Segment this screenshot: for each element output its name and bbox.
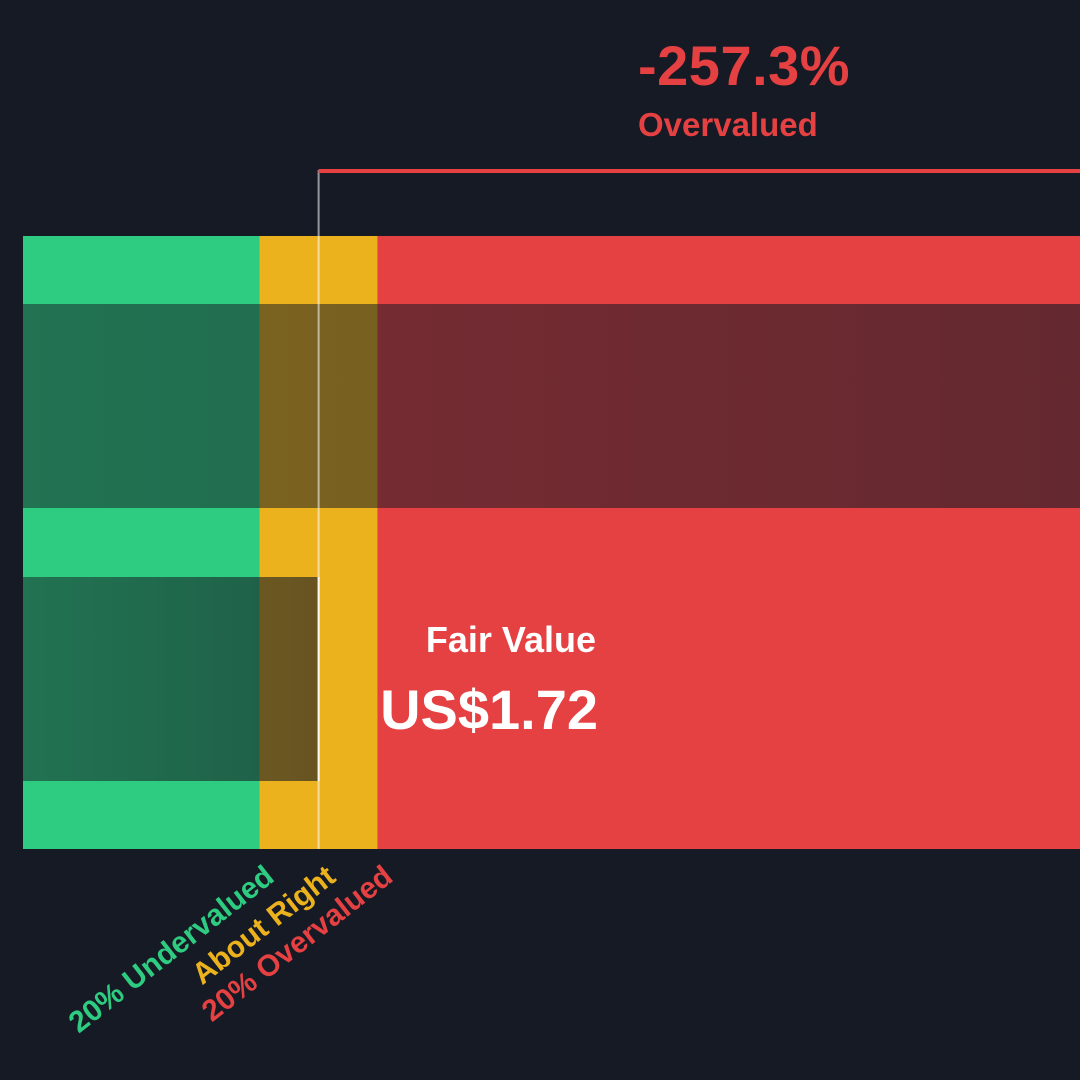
fair-value-label: Fair Value: [425, 619, 596, 660]
current-price-bar: [23, 304, 1080, 508]
fair-value-bar: [23, 577, 319, 781]
headline-percent: -257.3%: [638, 34, 851, 97]
headline-status: Overvalued: [638, 106, 818, 143]
fair-value-amount: US$1.72: [380, 678, 598, 741]
